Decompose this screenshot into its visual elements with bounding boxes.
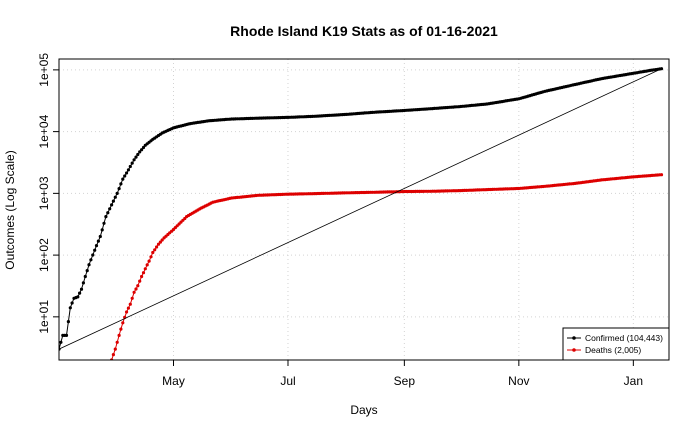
data-point — [143, 267, 147, 271]
data-point — [147, 259, 151, 263]
data-point — [160, 238, 164, 242]
data-point — [102, 221, 106, 225]
series-2 — [59, 68, 662, 350]
legend-box — [562, 327, 670, 361]
data-point — [96, 239, 100, 243]
data-point — [111, 199, 115, 203]
y-tick-label: 1e+02 — [37, 238, 51, 272]
data-point — [119, 327, 123, 331]
data-point — [91, 253, 95, 257]
data-point — [158, 240, 162, 244]
data-point — [134, 287, 138, 291]
data-point — [130, 296, 134, 300]
data-point — [81, 281, 85, 285]
y-axis-label: Outcomes (Log Scale) — [3, 150, 17, 269]
data-point — [85, 269, 89, 273]
data-point — [125, 310, 129, 314]
data-point — [145, 263, 149, 267]
data-point — [59, 340, 63, 344]
data-point — [121, 321, 125, 325]
data-point — [119, 182, 123, 186]
data-point — [115, 340, 119, 344]
y-tick-label: 1e+01 — [37, 300, 51, 334]
x-tick-label: Jan — [624, 374, 643, 388]
data-point — [78, 291, 82, 295]
data-point — [149, 255, 153, 259]
legend-swatch-point — [572, 348, 576, 352]
data-point — [68, 306, 72, 310]
data-point — [87, 263, 91, 267]
series-0 — [59, 67, 664, 351]
x-tick-label: Nov — [508, 374, 529, 388]
x-tick-label: Jul — [280, 374, 295, 388]
y-tick-label: 1e+03 — [37, 176, 51, 210]
plot-frame — [58, 58, 670, 361]
data-point — [113, 347, 117, 351]
data-point — [140, 148, 144, 152]
data-point — [151, 250, 155, 255]
data-point — [155, 245, 159, 249]
data-point — [121, 177, 125, 181]
data-point — [76, 295, 80, 299]
data-point — [132, 158, 136, 162]
data-point — [128, 302, 132, 306]
y-axis: 1e+01 1e+02 1e+03 1e+04 1e+05 — [37, 53, 59, 334]
chart-title: Rhode Island K19 Stats as of 01-16-2021 — [230, 23, 498, 39]
data-point — [113, 195, 117, 199]
data-point — [100, 228, 104, 232]
legend-label: Deaths (2,005) — [585, 345, 641, 355]
data-point — [141, 271, 146, 275]
data-point — [66, 320, 70, 324]
y-tick-label: 1e+04 — [37, 114, 51, 148]
data-point — [108, 207, 112, 211]
data-point — [117, 333, 121, 337]
legend-swatch-point — [572, 336, 576, 340]
x-axis: May Jul Sep Nov Jan — [162, 360, 643, 388]
data-point — [104, 215, 108, 219]
data-point — [141, 145, 146, 150]
data-point — [93, 248, 97, 252]
series-1 — [110, 173, 664, 360]
data-point — [132, 290, 136, 294]
data-point — [138, 279, 142, 283]
legend-label: Confirmed (104,443) — [585, 333, 663, 343]
data-point — [136, 284, 140, 288]
data-point — [659, 173, 664, 177]
data-point — [136, 152, 140, 157]
data-point — [89, 258, 93, 262]
data-point — [115, 191, 119, 195]
y-tick-label: 1e+05 — [37, 53, 51, 87]
data-point — [117, 187, 121, 191]
x-tick-label: May — [162, 374, 185, 388]
data-point — [110, 203, 114, 207]
data-point — [123, 174, 127, 178]
reference-line — [59, 68, 662, 350]
data-point — [128, 164, 132, 169]
data-point — [126, 306, 130, 310]
data-point — [130, 161, 134, 165]
data-point — [70, 301, 74, 305]
data-point — [659, 67, 664, 71]
data-point — [94, 244, 99, 248]
data-point — [106, 211, 110, 215]
data-point — [64, 333, 69, 337]
data-point — [79, 287, 84, 291]
x-tick-label: Sep — [394, 374, 416, 388]
data-point — [126, 168, 130, 172]
data-point — [138, 150, 142, 154]
data-point — [134, 155, 138, 159]
data-point — [98, 234, 102, 239]
data-point — [83, 274, 87, 279]
data-point — [140, 274, 144, 279]
x-axis-label: Days — [350, 403, 377, 417]
legend: Confirmed (104,443) Deaths (2,005) — [562, 327, 670, 361]
data-point — [111, 353, 115, 357]
data-series — [59, 67, 664, 360]
data-point — [125, 171, 129, 175]
data-point — [153, 248, 157, 252]
data-point — [156, 242, 161, 246]
grid-lines — [59, 59, 669, 360]
